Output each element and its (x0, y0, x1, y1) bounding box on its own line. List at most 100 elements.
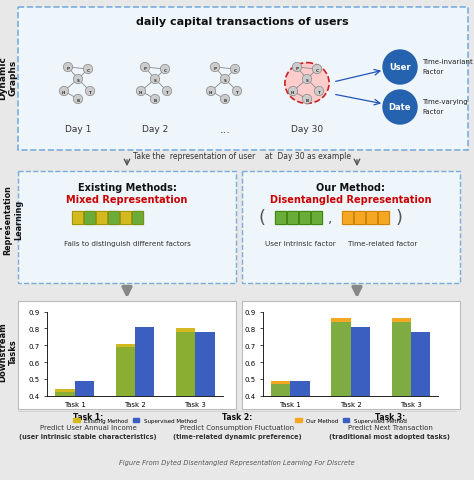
Text: (time-related dynamic preference): (time-related dynamic preference) (173, 433, 301, 439)
Text: (traditional most adopted tasks): (traditional most adopted tasks) (329, 433, 450, 439)
Ellipse shape (285, 63, 329, 104)
Circle shape (140, 63, 150, 72)
Bar (72, 212, 83, 225)
Bar (18, 8, 468, 151)
Text: $\mathbf{P}$: $\mathbf{P}$ (294, 64, 300, 72)
Bar (108, 212, 119, 225)
Bar (242, 172, 460, 283)
Bar (311, 212, 322, 225)
Text: $\mathbf{H}$: $\mathbf{H}$ (209, 88, 213, 96)
Bar (275, 212, 286, 225)
Text: Time-invariant: Time-invariant (422, 59, 473, 65)
Text: daily capital transactions of users: daily capital transactions of users (136, 17, 348, 27)
Text: ,: , (328, 211, 332, 225)
Circle shape (383, 51, 417, 85)
Bar (135, 327, 155, 463)
Text: Existing Methods:: Existing Methods: (78, 182, 176, 192)
Text: $\mathbf{S}$: $\mathbf{S}$ (305, 76, 310, 84)
Bar (287, 212, 298, 225)
Text: Day 2: Day 2 (142, 125, 168, 134)
Circle shape (137, 87, 146, 96)
Circle shape (73, 95, 82, 105)
Circle shape (220, 75, 230, 84)
Text: Predict Consumption Fluctuation: Predict Consumption Fluctuation (180, 424, 294, 430)
Bar (366, 212, 377, 225)
Bar (354, 212, 365, 225)
Circle shape (85, 87, 95, 96)
Text: Predict Next Transaction: Predict Next Transaction (347, 424, 432, 430)
Circle shape (232, 87, 242, 96)
Text: Task 1:: Task 1: (73, 412, 103, 421)
Circle shape (160, 65, 170, 74)
Text: Figure From Dyted Disentangled Representation Learning For Discrete: Figure From Dyted Disentangled Represent… (119, 459, 355, 465)
Text: Factor: Factor (422, 109, 443, 115)
Text: $\mathbf{P}$: $\mathbf{P}$ (65, 64, 71, 72)
Text: (: ( (258, 209, 265, 227)
Bar (331, 319, 351, 463)
Bar (392, 322, 411, 463)
Bar (331, 322, 351, 463)
Bar (96, 212, 107, 225)
Circle shape (288, 87, 298, 96)
Bar (72, 212, 83, 225)
Bar (354, 212, 365, 225)
Text: $\mathbf{T}$: $\mathbf{T}$ (164, 88, 169, 96)
Text: $\mathbf{T}$: $\mathbf{T}$ (235, 88, 239, 96)
Bar (75, 381, 94, 463)
Circle shape (162, 87, 172, 96)
Text: Fails to distinguish different factors: Fails to distinguish different factors (64, 240, 191, 247)
Text: $\mathbf{S}$: $\mathbf{S}$ (153, 76, 157, 84)
Bar (378, 212, 389, 225)
Bar (176, 329, 195, 463)
Text: Day 30: Day 30 (291, 125, 323, 134)
Text: $\mathbf{B}$: $\mathbf{B}$ (153, 96, 157, 103)
Bar (0, 5, 474, 152)
Text: Date: Date (389, 103, 411, 112)
Bar (18, 301, 236, 409)
Bar (55, 393, 75, 463)
Text: Factor: Factor (422, 69, 443, 75)
Bar (366, 212, 377, 225)
Text: Task 2:: Task 2: (222, 412, 252, 421)
Text: Mixed Representation: Mixed Representation (66, 194, 188, 204)
Circle shape (150, 75, 160, 84)
Circle shape (64, 63, 73, 72)
Bar (116, 348, 135, 463)
Bar (287, 212, 298, 225)
Text: Time-related factor: Time-related factor (348, 240, 418, 247)
Bar (195, 332, 215, 463)
Circle shape (230, 65, 240, 74)
Bar (132, 212, 143, 225)
Text: $\mathbf{H}$: $\mathbf{H}$ (62, 88, 66, 96)
Bar (132, 212, 143, 225)
Circle shape (292, 63, 301, 72)
Text: Task 3:: Task 3: (375, 412, 405, 421)
Text: ...: ... (219, 125, 230, 135)
Text: Downstream
Tasks: Downstream Tasks (0, 322, 18, 381)
Bar (120, 212, 131, 225)
Text: $\mathbf{H}$: $\mathbf{H}$ (138, 88, 144, 96)
Bar (271, 381, 291, 463)
Text: User: User (389, 63, 411, 72)
Text: Our Method:: Our Method: (317, 182, 385, 192)
Bar (392, 319, 411, 463)
Circle shape (312, 65, 322, 74)
Text: $\mathbf{P}$: $\mathbf{P}$ (143, 64, 147, 72)
Text: $\mathbf{C}$: $\mathbf{C}$ (86, 66, 91, 73)
Text: $\mathbf{B}$: $\mathbf{B}$ (305, 96, 310, 103)
Circle shape (314, 87, 324, 96)
Legend: Our Method, Supervised Method: Our Method, Supervised Method (292, 416, 409, 425)
Circle shape (83, 65, 93, 74)
Text: $\mathbf{T}$: $\mathbf{T}$ (317, 88, 321, 96)
Text: $\mathbf{T}$: $\mathbf{T}$ (88, 88, 92, 96)
Bar (271, 384, 291, 463)
Text: ): ) (395, 209, 402, 227)
Bar (378, 212, 389, 225)
Circle shape (59, 87, 69, 96)
Circle shape (220, 95, 230, 105)
Bar (299, 212, 310, 225)
Bar (0, 155, 474, 289)
Circle shape (150, 95, 160, 105)
Text: $\mathbf{B}$: $\mathbf{B}$ (223, 96, 228, 103)
Bar (0, 291, 474, 416)
